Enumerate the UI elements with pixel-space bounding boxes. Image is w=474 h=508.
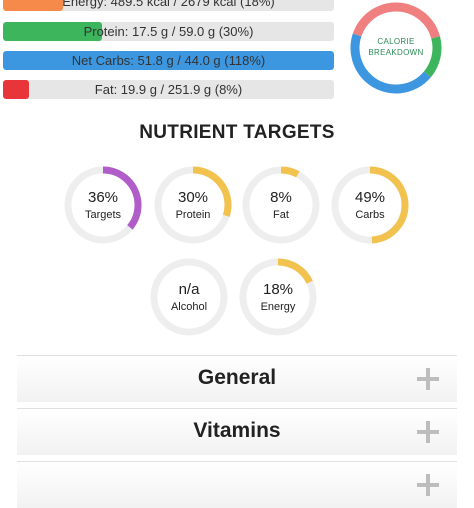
ring-progress bbox=[331, 166, 409, 244]
progress-ring-icon bbox=[331, 166, 409, 244]
net-carbs-bar: Net Carbs: 51.8 g / 44.0 g (118%) bbox=[3, 51, 334, 70]
ring-percent: 18% bbox=[262, 281, 294, 298]
vitamins-section-header[interactable]: Vitamins bbox=[17, 408, 457, 455]
ring-percent: 8% bbox=[270, 189, 292, 206]
target-ring-energy[interactable]: 18% Energy bbox=[236, 255, 320, 339]
expand-plus-icon[interactable] bbox=[417, 474, 439, 496]
net-carbs-bar-text: Net Carbs: 51.8 g / 44.0 g (118%) bbox=[71, 53, 266, 68]
ring-label: Fat bbox=[273, 209, 289, 221]
energy-bar: Energy: 489.5 kcal / 2679 kcal (18%) bbox=[3, 0, 334, 11]
protein-bar: Protein: 17.5 g / 59.0 g (30%) bbox=[3, 22, 334, 41]
section-header-title: Vitamins bbox=[193, 419, 281, 442]
fat-bar-fill bbox=[3, 80, 30, 99]
target-ring-targets[interactable]: 36% Targets bbox=[61, 163, 145, 247]
ring-label: Protein bbox=[175, 209, 211, 221]
progress-ring-icon bbox=[154, 166, 232, 244]
next-section-header[interactable] bbox=[17, 461, 457, 508]
ring-percent: 36% bbox=[87, 189, 119, 206]
donut-segment-protein bbox=[350, 2, 442, 94]
target-ring-carbs[interactable]: 49% Carbs bbox=[328, 163, 412, 247]
target-ring-alcohol[interactable]: n/a Alcohol bbox=[147, 255, 231, 339]
fat-bar-text: Fat: 19.9 g / 251.9 g (8%) bbox=[94, 82, 243, 97]
target-ring-fat[interactable]: 8% Fat bbox=[239, 163, 323, 247]
ring-progress bbox=[154, 166, 232, 244]
ring-percent: 49% bbox=[354, 189, 386, 206]
ring-percent: n/a bbox=[178, 281, 200, 298]
protein-bar-fill bbox=[3, 22, 103, 41]
energy-bar-fill bbox=[3, 0, 63, 11]
ring-percent: 30% bbox=[177, 189, 209, 206]
fat-bar: Fat: 19.9 g / 251.9 g (8%) bbox=[3, 80, 334, 99]
protein-bar-text: Protein: 17.5 g / 59.0 g (30%) bbox=[83, 24, 254, 39]
calorie-breakdown-label: CALORIE BREAKDOWN bbox=[368, 37, 424, 57]
net-carbs-bar-fill bbox=[3, 51, 334, 70]
progress-ring-icon bbox=[239, 258, 317, 336]
progress-ring-icon bbox=[242, 166, 320, 244]
expand-plus-icon[interactable] bbox=[417, 368, 439, 390]
progress-ring-icon bbox=[64, 166, 142, 244]
ring-progress bbox=[64, 166, 142, 244]
ring-progress bbox=[242, 166, 320, 244]
ring-label: Targets bbox=[84, 209, 122, 221]
ring-label: Carbs bbox=[355, 209, 385, 221]
section-header-title: General bbox=[197, 366, 277, 389]
target-ring-protein[interactable]: 30% Protein bbox=[151, 163, 235, 247]
donut-segment-fat bbox=[350, 2, 442, 94]
energy-bar-text: Energy: 489.5 kcal / 2679 kcal (18%) bbox=[62, 0, 275, 9]
ring-track bbox=[150, 258, 228, 336]
ring-progress bbox=[239, 258, 317, 336]
expand-plus-icon[interactable] bbox=[417, 421, 439, 443]
ring-label: Energy bbox=[260, 301, 296, 313]
progress-ring-icon bbox=[150, 258, 228, 336]
ring-label: Alcohol bbox=[170, 301, 208, 313]
general-section-header[interactable]: General bbox=[17, 355, 457, 402]
nutrient-targets-title: NUTRIENT TARGETS bbox=[139, 122, 335, 143]
calorie-breakdown-chart[interactable] bbox=[348, 0, 444, 96]
